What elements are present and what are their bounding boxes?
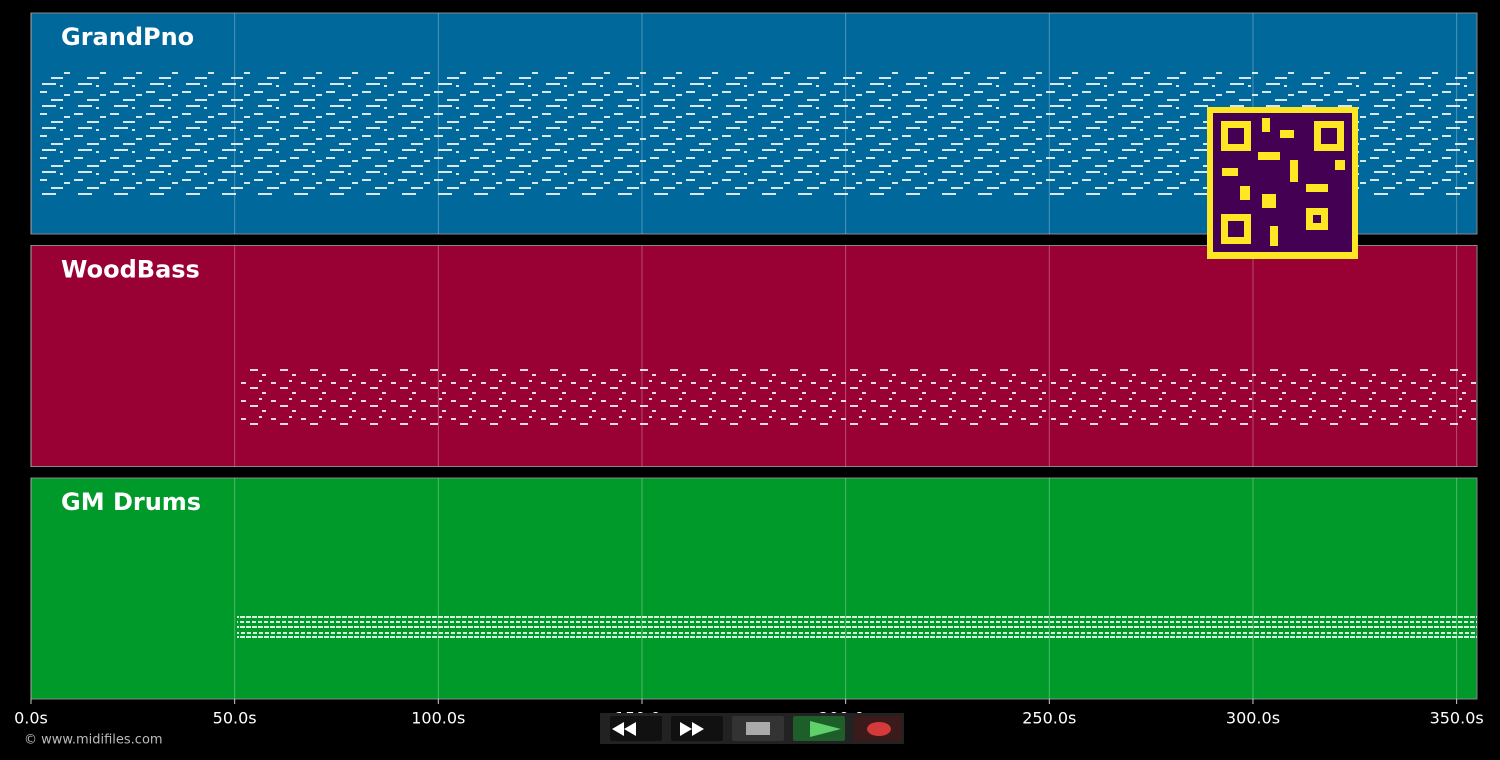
rewind-button[interactable] bbox=[610, 716, 662, 741]
track-panel bbox=[30, 245, 1478, 467]
track-name: GrandPno bbox=[61, 23, 194, 51]
x-tick-label: 350.0s bbox=[1430, 709, 1484, 728]
x-tick-label: 300.0s bbox=[1226, 709, 1280, 728]
footer: © www.midifiles.com bbox=[24, 733, 163, 748]
track-name: WoodBass bbox=[61, 256, 200, 284]
note-texture bbox=[237, 368, 1477, 425]
note-texture bbox=[237, 616, 1477, 638]
play-button[interactable] bbox=[793, 716, 845, 741]
track-panel bbox=[30, 477, 1478, 700]
x-tick-label: 0.0s bbox=[14, 709, 48, 728]
qr-code bbox=[1207, 107, 1358, 259]
x-tick-label: 100.0s bbox=[411, 709, 465, 728]
x-tick-label: 250.0s bbox=[1022, 709, 1076, 728]
fast-forward-button[interactable] bbox=[671, 716, 723, 741]
stop-button[interactable] bbox=[732, 716, 784, 741]
transport-controls bbox=[600, 713, 904, 744]
x-tick-label: 50.0s bbox=[213, 709, 257, 728]
record-button[interactable] bbox=[854, 716, 902, 741]
track-name: GM Drums bbox=[61, 488, 201, 516]
